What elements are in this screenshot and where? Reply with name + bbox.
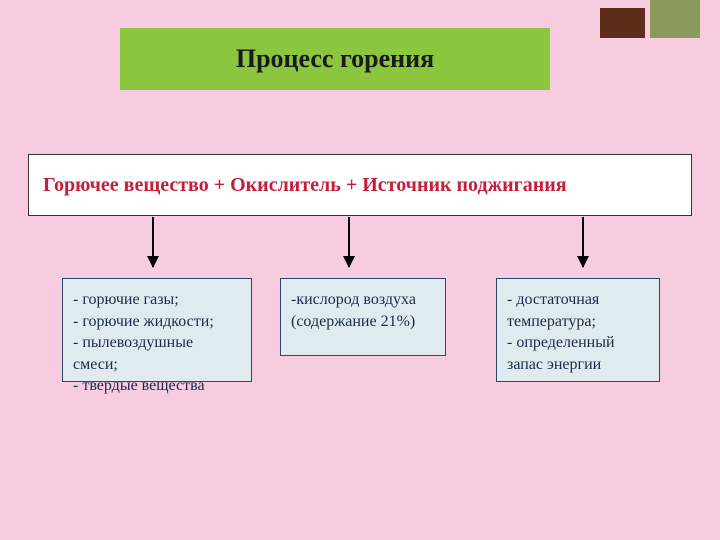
title-box: Процесс горения xyxy=(120,28,550,90)
sub-box-line: - достаточная xyxy=(507,289,649,311)
title-text: Процесс горения xyxy=(236,44,434,74)
sub-box-ignition: - достаточная температура; - определенны… xyxy=(496,278,660,382)
sub-box-oxidizer: -кислород воздуха (содержание 21%) xyxy=(280,278,446,356)
sub-box-line: -кислород воздуха xyxy=(291,289,435,311)
formula-text: Горючее вещество + Окислитель + Источник… xyxy=(43,174,567,197)
arrow-2 xyxy=(348,217,350,267)
sub-box-line: - твердые вещества xyxy=(73,375,241,397)
sub-box-line: - горючие жидкости; xyxy=(73,311,241,333)
sub-box-line: - пылевоздушные смеси; xyxy=(73,332,241,375)
sub-box-fuel: - горючие газы; - горючие жидкости; - пы… xyxy=(62,278,252,382)
sub-box-line: температура; xyxy=(507,311,649,333)
sub-box-line: запас энергии xyxy=(507,354,649,376)
formula-box: Горючее вещество + Окислитель + Источник… xyxy=(28,154,692,216)
corner-block-olive xyxy=(650,0,700,38)
arrow-1 xyxy=(152,217,154,267)
arrow-3 xyxy=(582,217,584,267)
corner-decoration xyxy=(600,0,700,40)
sub-box-line: - определенный xyxy=(507,332,649,354)
sub-box-line: - горючие газы; xyxy=(73,289,241,311)
sub-box-line: (содержание 21%) xyxy=(291,311,435,333)
corner-block-dark xyxy=(600,8,645,38)
